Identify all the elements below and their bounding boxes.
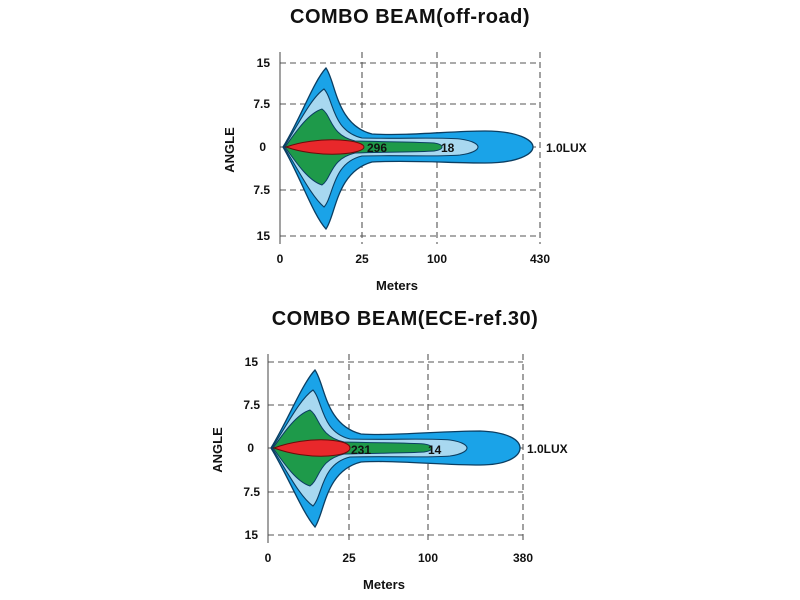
chart-1-label-1lux: 1.0LUX — [546, 141, 587, 155]
chart-1-ytick-15-top: 15 — [257, 56, 271, 70]
chart-1-ytick-0: 0 — [259, 140, 266, 154]
chart-1-ytick-15-bottom: 15 — [257, 229, 271, 243]
chart-1-contour-296 — [284, 139, 365, 155]
chart-2-contour-14 — [272, 409, 433, 487]
chart-1-label-18: 18 — [441, 141, 455, 155]
chart-1-ytick-7.5-bottom: 7.5 — [253, 183, 270, 197]
chart-2-label-231: 231 — [351, 443, 371, 457]
chart-2-xtick-0: 0 — [265, 551, 272, 565]
chart-2-label-14: 14 — [428, 443, 442, 457]
chart-1-xlabel: Meters — [376, 278, 418, 293]
chart-1-ylabel: ANGLE — [222, 127, 237, 173]
chart-1-xtick-0: 0 — [277, 252, 284, 266]
chart-off-road: COMBO BEAM(off-road) 296 18 1.0LUX 15 7.… — [222, 6, 587, 293]
chart-1-title: COMBO BEAM(off-road) — [290, 6, 530, 28]
chart-1-xtick-25: 25 — [355, 252, 369, 266]
chart-1-beam-contours — [282, 66, 534, 231]
chart-2-xtick-100: 100 — [418, 551, 438, 565]
chart-2-ytick-0: 0 — [247, 441, 254, 455]
chart-2-ytick-15-top: 15 — [245, 355, 259, 369]
chart-2-title: COMBO BEAM(ECE-ref.30) — [272, 308, 539, 330]
chart-1-xtick-100: 100 — [427, 252, 447, 266]
chart-2-ytick-7.5-top: 7.5 — [243, 398, 260, 412]
chart-2-ytick-15-bottom: 15 — [245, 528, 259, 542]
chart-2-xtick-380: 380 — [513, 551, 533, 565]
chart-1-label-296: 296 — [367, 141, 387, 155]
chart-2-xlabel: Meters — [363, 577, 405, 592]
chart-1-xtick-430: 430 — [530, 252, 550, 266]
chart-2-beam-contours — [270, 368, 521, 529]
chart-2-contour-231 — [272, 439, 351, 457]
chart-2-ytick-7.5-bottom: 7.5 — [243, 485, 260, 499]
chart-2-xtick-25: 25 — [342, 551, 356, 565]
chart-2-ylabel: ANGLE — [210, 427, 225, 473]
chart-ece-ref30: COMBO BEAM(ECE-ref.30) 231 14 1.0LUX 15 … — [210, 308, 568, 592]
chart-2-label-1lux: 1.0LUX — [527, 442, 568, 456]
chart-1-ytick-7.5-top: 7.5 — [253, 97, 270, 111]
